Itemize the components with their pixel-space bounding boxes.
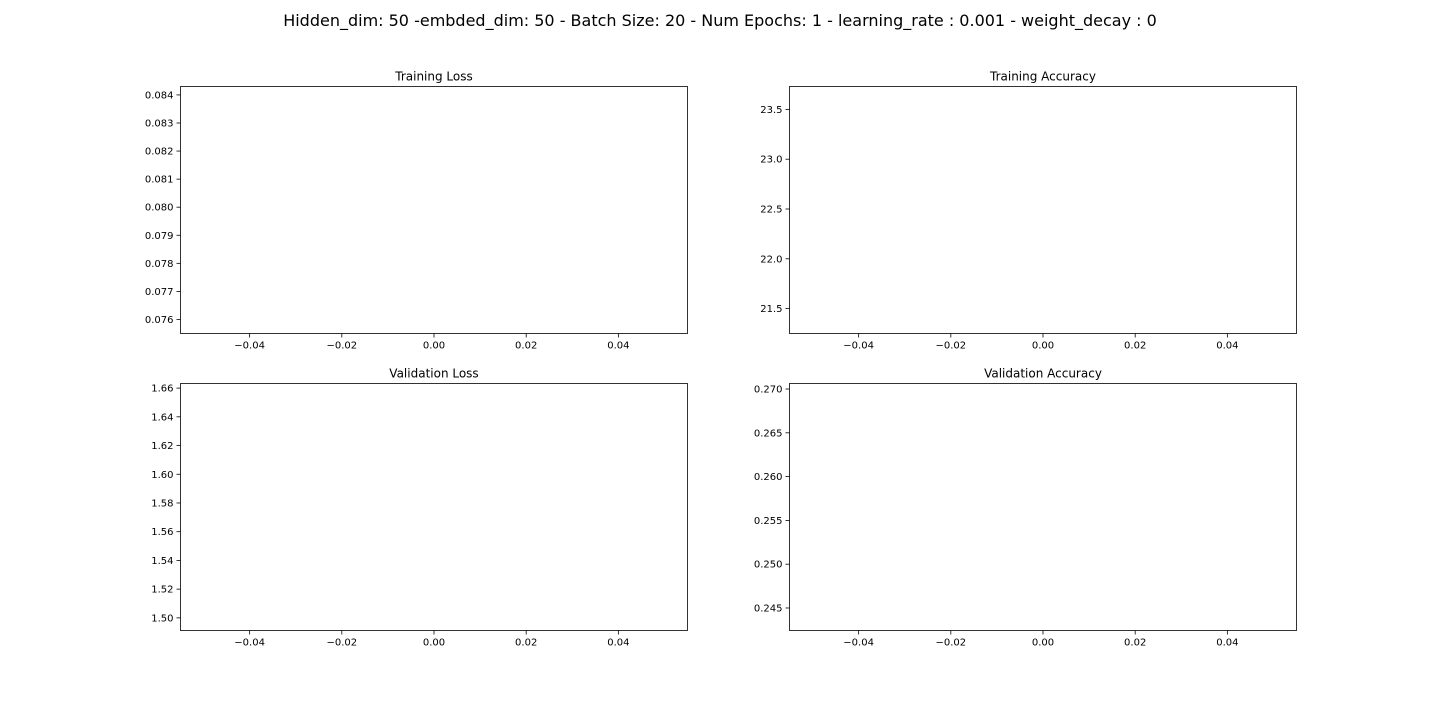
training-loss-ytick-label: 0.081 [145, 175, 174, 186]
training-accuracy-axes-frame [789, 86, 1297, 334]
validation-accuracy-ytick-label: 0.265 [754, 428, 783, 439]
training-loss-xtick-label: 0.04 [607, 341, 629, 352]
validation-loss-ytick-label: 1.62 [151, 441, 173, 452]
training-accuracy-ytick-label: 22.5 [760, 205, 782, 216]
validation-accuracy-subplot: Validation Accuracy −0.04 −0.02 0.00 0.02 0.0… [754, 367, 1297, 649]
training-loss-ytick-label: 0.078 [145, 259, 174, 270]
validation-loss-xtick-label: −0.02 [326, 638, 357, 649]
training-loss-title: Training Loss [394, 70, 472, 84]
training-accuracy-subplot: Training Accuracy −0.04 −0.02 0.00 0.02 0.04 2… [760, 70, 1297, 352]
validation-accuracy-ytick-label: 0.270 [754, 385, 783, 396]
validation-loss-ytick-label: 1.54 [151, 556, 173, 567]
validation-loss-ytick-label: 1.52 [151, 585, 173, 596]
validation-accuracy-xtick-label: −0.02 [935, 638, 966, 649]
training-loss-xtick-label: −0.02 [326, 341, 357, 352]
validation-loss-subplot: Validation Loss −0.04 −0.02 0.00 0.02 0.04 1.5… [151, 367, 688, 649]
validation-loss-ytick-label: 1.66 [151, 384, 173, 395]
validation-accuracy-ytick-label: 0.255 [754, 516, 783, 527]
training-loss-ytick-label: 0.077 [145, 287, 174, 298]
training-loss-ytick-label: 0.082 [145, 147, 174, 158]
training-accuracy-ytick-label: 23.0 [760, 155, 782, 166]
validation-loss-axes-frame [180, 383, 688, 631]
training-loss-xtick-label: 0.02 [515, 341, 537, 352]
training-loss-subplot: Training Loss −0.04 −0.02 0.00 0.02 0.04 0.076… [145, 70, 688, 352]
validation-accuracy-ytick-label: 0.250 [754, 560, 783, 571]
validation-loss-title: Validation Loss [389, 367, 478, 381]
training-accuracy-ytick-label: 21.5 [760, 304, 782, 315]
figure-suptitle: Hidden_dim: 50 -embded_dim: 50 - Batch S… [283, 11, 1157, 30]
validation-accuracy-ytick-label: 0.245 [754, 603, 783, 614]
validation-loss-ytick-label: 1.64 [151, 412, 173, 423]
validation-loss-xtick-label: 0.04 [607, 638, 629, 649]
validation-loss-ytick-label: 1.56 [151, 527, 173, 538]
training-accuracy-ytick-label: 22.0 [760, 254, 782, 265]
training-accuracy-title: Training Accuracy [989, 70, 1096, 84]
training-loss-ytick-label: 0.080 [145, 203, 174, 214]
training-accuracy-xtick-label: −0.04 [843, 341, 874, 352]
training-loss-ytick-label: 0.083 [145, 118, 174, 129]
training-loss-xtick-label: −0.04 [234, 341, 265, 352]
training-loss-axes-frame [180, 86, 688, 334]
validation-accuracy-ytick-label: 0.260 [754, 472, 783, 483]
validation-accuracy-axes-frame [789, 383, 1297, 631]
training-loss-ytick-label: 0.079 [145, 231, 174, 242]
validation-loss-xtick-label: 0.02 [515, 638, 537, 649]
training-accuracy-xtick-label: 0.02 [1124, 341, 1146, 352]
training-accuracy-ytick-label: 23.5 [760, 105, 782, 116]
validation-loss-xtick-label: 0.00 [423, 638, 445, 649]
validation-accuracy-xtick-label: 0.00 [1032, 638, 1054, 649]
training-accuracy-xtick-label: −0.02 [935, 341, 966, 352]
training-loss-ytick-label: 0.084 [145, 90, 174, 101]
validation-loss-ytick-label: 1.60 [151, 470, 173, 481]
training-accuracy-xtick-label: 0.04 [1216, 341, 1238, 352]
validation-accuracy-title: Validation Accuracy [984, 367, 1102, 381]
validation-accuracy-xtick-label: 0.02 [1124, 638, 1146, 649]
training-loss-ytick-label: 0.076 [145, 315, 174, 326]
validation-accuracy-xtick-label: −0.04 [843, 638, 874, 649]
validation-loss-ytick-label: 1.58 [151, 498, 173, 509]
validation-accuracy-xtick-label: 0.04 [1216, 638, 1238, 649]
training-loss-xtick-label: 0.00 [423, 341, 445, 352]
validation-loss-xtick-label: −0.04 [234, 638, 265, 649]
training-accuracy-xtick-label: 0.00 [1032, 341, 1054, 352]
validation-loss-ytick-label: 1.50 [151, 613, 173, 624]
